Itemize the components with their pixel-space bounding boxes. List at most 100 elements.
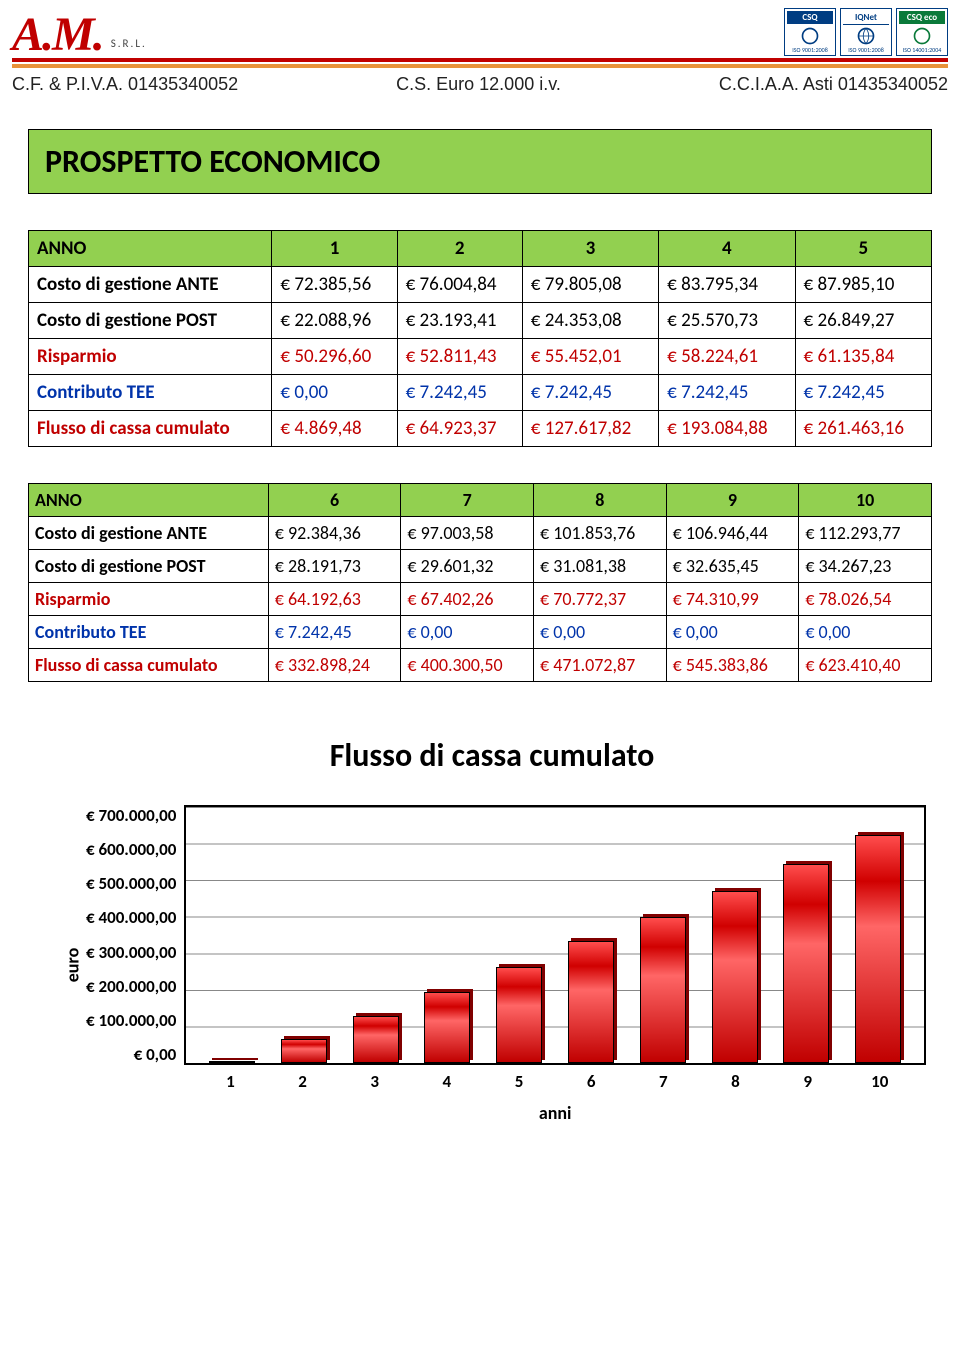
cell-value: € 25.570,73 (659, 303, 795, 339)
xtick-label: 2 (280, 1071, 326, 1092)
col-9: 9 (666, 484, 799, 517)
cell-value: € 28.191,73 (268, 550, 401, 583)
cell-value: € 78.026,54 (799, 583, 932, 616)
chart-bar (353, 1016, 399, 1063)
page-title: PROSPETTO ECONOMICO (28, 129, 932, 194)
logo-subtext: S.R.L. (111, 37, 147, 56)
cell-value: € 7.242,45 (522, 375, 658, 411)
col-6: 6 (268, 484, 401, 517)
cell-value: € 471.072,87 (534, 649, 667, 682)
table-row: Costo di gestione ANTE€ 72.385,56€ 76.00… (29, 267, 932, 303)
xtick-label: 7 (640, 1071, 686, 1092)
chart-bar (640, 917, 686, 1063)
chart-bar (568, 941, 614, 1063)
ytick-label: € 0,00 (86, 1044, 176, 1065)
cell-value: € 0,00 (401, 616, 534, 649)
cell-value: € 70.772,37 (534, 583, 667, 616)
table-row: Risparmio€ 64.192,63€ 67.402,26€ 70.772,… (29, 583, 932, 616)
row-label: Costo di gestione ANTE (29, 267, 272, 303)
capital: C.S. Euro 12.000 i.v. (396, 74, 561, 95)
cell-value: € 0,00 (272, 375, 397, 411)
chamber-code: C.C.I.A.A. Asti 01435340052 (719, 74, 948, 95)
col-anno: ANNO (29, 231, 272, 267)
cell-value: € 61.135,84 (795, 339, 931, 375)
cell-value: € 23.193,41 (397, 303, 522, 339)
col-8: 8 (534, 484, 667, 517)
table-row: Risparmio€ 50.296,60€ 52.811,43€ 55.452,… (29, 339, 932, 375)
row-label: Costo di gestione POST (29, 550, 269, 583)
table-row: Costo di gestione POST€ 28.191,73€ 29.60… (29, 550, 932, 583)
row-label: Risparmio (29, 583, 269, 616)
vat-code: C.F. & P.I.V.A. 01435340052 (12, 74, 238, 95)
divider-orange (12, 64, 948, 68)
row-label: Costo di gestione POST (29, 303, 272, 339)
chart-yticks: € 700.000,00€ 600.000,00€ 500.000,00€ 40… (86, 805, 184, 1065)
chart-bar (783, 864, 829, 1063)
cell-value: € 0,00 (799, 616, 932, 649)
certification-badges: CSQ ISO 9001:2008 IQNet ISO 9001:2008 CS… (784, 8, 948, 56)
cell-value: € 72.385,56 (272, 267, 397, 303)
cell-value: € 92.384,36 (268, 517, 401, 550)
col-5: 5 (795, 231, 931, 267)
cell-value: € 0,00 (666, 616, 799, 649)
table-row: Flusso di cassa cumulato€ 4.869,48€ 64.9… (29, 411, 932, 447)
cell-value: € 127.617,82 (522, 411, 658, 447)
xtick-label: 8 (712, 1071, 758, 1092)
col-3: 3 (522, 231, 658, 267)
col-10: 10 (799, 484, 932, 517)
cell-value: € 26.849,27 (795, 303, 931, 339)
table-row: Costo di gestione POST€ 22.088,96€ 23.19… (29, 303, 932, 339)
cell-value: € 97.003,58 (401, 517, 534, 550)
table-row: Costo di gestione ANTE€ 92.384,36€ 97.00… (29, 517, 932, 550)
cell-value: € 261.463,16 (795, 411, 931, 447)
cell-value: € 106.946,44 (666, 517, 799, 550)
cell-value: € 52.811,43 (397, 339, 522, 375)
cell-value: € 4.869,48 (272, 411, 397, 447)
ytick-label: € 500.000,00 (86, 873, 176, 894)
badge-standard: ISO 14001:2004 (903, 47, 942, 53)
ytick-label: € 700.000,00 (86, 805, 176, 826)
col-4: 4 (659, 231, 795, 267)
cell-value: € 58.224,61 (659, 339, 795, 375)
table-header-row: ANNO 6 7 8 9 10 (29, 484, 932, 517)
xtick-label: 3 (352, 1071, 398, 1092)
chart-bar (209, 1061, 255, 1063)
badge-standard: ISO 9001:2008 (792, 47, 828, 53)
letterhead: A.M. S.R.L. CSQ ISO 9001:2008 IQNet ISO … (0, 0, 960, 68)
chart-bar (281, 1039, 327, 1063)
company-logo: A.M. S.R.L. (12, 15, 147, 56)
chart-ylabel: euro (61, 947, 83, 982)
cell-value: € 67.402,26 (401, 583, 534, 616)
row-label: Flusso di cassa cumulato (29, 649, 269, 682)
divider-red (12, 58, 948, 62)
xtick-label: 5 (496, 1071, 542, 1092)
cell-value: € 34.267,23 (799, 550, 932, 583)
xtick-label: 1 (207, 1071, 253, 1092)
col-2: 2 (397, 231, 522, 267)
chart-bar (712, 891, 758, 1063)
table-years-1-5: ANNO 1 2 3 4 5 Costo di gestione ANTE€ 7… (28, 230, 932, 447)
row-label: Contributo TEE (29, 616, 269, 649)
table-row: Contributo TEE€ 7.242,45€ 0,00€ 0,00€ 0,… (29, 616, 932, 649)
col-anno: ANNO (29, 484, 269, 517)
cell-value: € 50.296,60 (272, 339, 397, 375)
table-header-row: ANNO 1 2 3 4 5 (29, 231, 932, 267)
chart-title: Flusso di cassa cumulato (58, 736, 926, 775)
ytick-label: € 300.000,00 (86, 942, 176, 963)
cell-value: € 332.898,24 (268, 649, 401, 682)
cashflow-chart: Flusso di cassa cumulato euro € 700.000,… (52, 718, 932, 1130)
chart-xticks: 12345678910 (184, 1065, 926, 1092)
xtick-label: 6 (568, 1071, 614, 1092)
cell-value: € 0,00 (534, 616, 667, 649)
chart-plot-area (184, 805, 926, 1065)
cell-value: € 83.795,34 (659, 267, 795, 303)
cell-value: € 7.242,45 (397, 375, 522, 411)
badge-csq-eco: CSQ eco ISO 14001:2004 (896, 8, 948, 56)
cell-value: € 400.300,50 (401, 649, 534, 682)
row-label: Costo di gestione ANTE (29, 517, 269, 550)
cell-value: € 545.383,86 (666, 649, 799, 682)
row-label: Contributo TEE (29, 375, 272, 411)
cell-value: € 32.635,45 (666, 550, 799, 583)
cell-value: € 193.084,88 (659, 411, 795, 447)
chart-bar (496, 967, 542, 1063)
